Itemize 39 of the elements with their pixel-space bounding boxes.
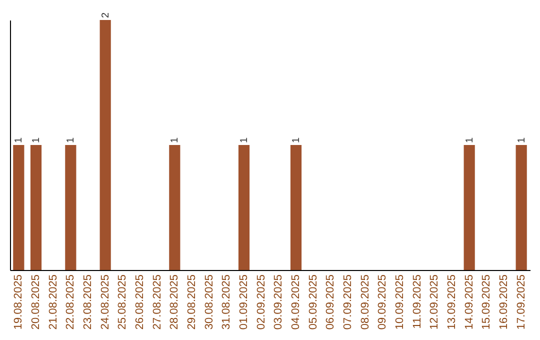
x-tick-label: 13.09.2025 bbox=[446, 274, 458, 330]
data-label: 2 bbox=[100, 12, 112, 18]
x-tick-label: 19.08.2025 bbox=[12, 274, 25, 330]
x-tick-label: 12.09.2025 bbox=[428, 274, 441, 330]
x-tick-label: 02.09.2025 bbox=[255, 274, 268, 330]
x-tick-label: 29.08.2025 bbox=[186, 274, 198, 330]
data-label: 1 bbox=[66, 137, 77, 143]
x-tick-label: 31.08.2025 bbox=[220, 274, 233, 330]
x-tick-label: 05.09.2025 bbox=[307, 274, 320, 330]
x-tick-label: 09.09.2025 bbox=[376, 274, 389, 330]
data-label: 1 bbox=[516, 137, 528, 143]
x-tick-label: 27.08.2025 bbox=[151, 274, 164, 330]
x-tick-label: 04.09.2025 bbox=[290, 274, 302, 330]
data-label: 1 bbox=[31, 137, 42, 143]
x-tick-label: 17.09.2025 bbox=[515, 274, 528, 330]
data-label: 1 bbox=[464, 137, 476, 143]
x-tick-label: 06.09.2025 bbox=[324, 274, 337, 330]
x-tick-label: 11.09.2025 bbox=[411, 274, 424, 329]
x-tick-label: 10.09.2025 bbox=[394, 274, 406, 330]
x-tick-label: 26.08.2025 bbox=[134, 274, 146, 330]
x-tick-label: 07.09.2025 bbox=[342, 274, 354, 330]
x-tick-label: 21.08.2025 bbox=[47, 274, 60, 330]
x-tick-label: 16.09.2025 bbox=[498, 274, 510, 330]
x-tick-label: 24.08.2025 bbox=[99, 274, 112, 330]
x-tick-label: 15.09.2025 bbox=[480, 274, 493, 330]
data-label: 1 bbox=[170, 137, 181, 143]
data-label: 1 bbox=[291, 137, 302, 143]
x-tick-label: 08.09.2025 bbox=[359, 274, 372, 330]
x-tick-label: 20.08.2025 bbox=[30, 274, 42, 330]
x-tick-label: 03.09.2025 bbox=[272, 274, 285, 330]
x-tick-label: 30.08.2025 bbox=[203, 274, 216, 330]
x-tick-label: 28.08.2025 bbox=[168, 274, 181, 330]
x-tick-label: 25.08.2025 bbox=[116, 274, 129, 330]
x-tick-label: 22.08.2025 bbox=[64, 274, 77, 330]
x-tick-label: 01.09.2025 bbox=[238, 274, 250, 330]
x-tick-label: 14.09.2025 bbox=[463, 274, 476, 330]
x-tick-label: 23.08.2025 bbox=[82, 274, 94, 330]
data-label: 1 bbox=[239, 137, 250, 143]
data-label: 1 bbox=[14, 137, 25, 143]
